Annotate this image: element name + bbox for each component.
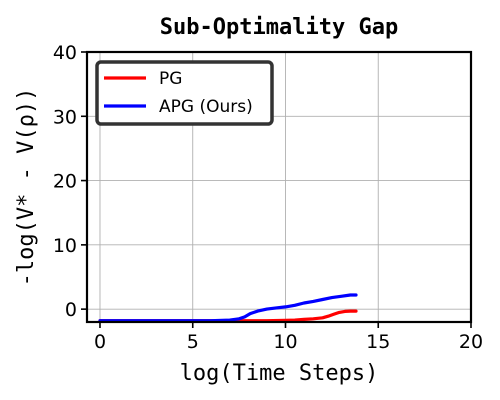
x-tick-label: 5: [187, 331, 199, 353]
legend: PG APG (Ours): [95, 60, 274, 126]
y-tick-label: 0: [65, 299, 77, 321]
y-tick-label: 40: [53, 42, 77, 64]
x-axis-label: log(Time Steps): [180, 361, 379, 386]
plot-frame: [85, 50, 473, 324]
series-layer: [98, 293, 358, 323]
x-tick-label: 10: [273, 331, 297, 353]
x-tick-label: 15: [366, 331, 390, 353]
x-tick-label: 0: [94, 331, 106, 353]
legend-label: APG (Ours): [159, 97, 253, 117]
y-tick-label: 10: [53, 235, 77, 257]
y-tick-label: 20: [53, 171, 77, 193]
series-line-apg: [98, 293, 358, 323]
y-axis-label: -log(V* - V(ρ)): [14, 88, 39, 287]
ticks-layer: 0 5 10 15 20 0 10 20 30 40: [53, 42, 483, 353]
legend-label: PG: [159, 69, 182, 89]
x-tick-label: 20: [459, 331, 483, 353]
chart-title: Sub-Optimality Gap: [160, 15, 398, 40]
y-tick-label: 30: [53, 106, 77, 128]
